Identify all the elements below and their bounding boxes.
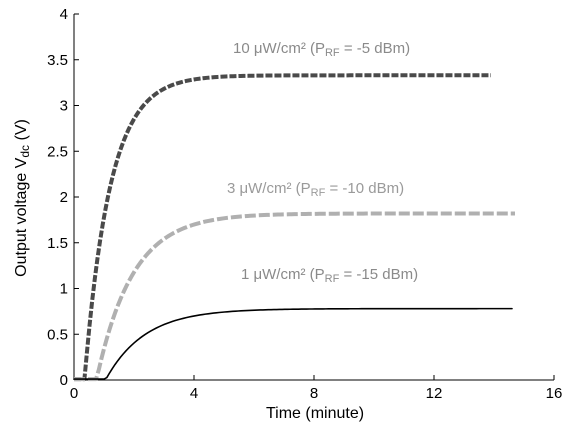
series-label-tail: = -5 dBm) bbox=[340, 40, 410, 57]
series-label-main: 3 μW/cm² (P bbox=[227, 180, 311, 197]
series-line-1 bbox=[74, 73, 491, 382]
x-tick-label: 16 bbox=[546, 385, 563, 402]
y-tick-label: 0.5 bbox=[47, 326, 68, 343]
y-tick-label: 3 bbox=[60, 98, 68, 115]
series-label-sub: RF bbox=[311, 187, 326, 199]
y-axis-label: Output voltage Vdc (V) bbox=[13, 119, 32, 277]
y-tick-label: 1.5 bbox=[47, 235, 68, 252]
y-tick-label: 0 bbox=[60, 372, 68, 389]
annotations: 10 μW/cm² (PRF = -5 dBm)3 μW/cm² (PRF = … bbox=[227, 40, 418, 285]
x-tick-label: 8 bbox=[310, 385, 318, 402]
series-label-sub: RF bbox=[325, 273, 340, 285]
x-tick-label: 4 bbox=[190, 385, 198, 402]
y-axis-label-sub: dc bbox=[18, 145, 32, 158]
y-tick-label: 3.5 bbox=[47, 52, 68, 69]
series-label-tail: = -10 dBm) bbox=[325, 180, 404, 197]
series-label-main: 1 μW/cm² (P bbox=[241, 266, 325, 283]
x-tick-label: 12 bbox=[426, 385, 443, 402]
y-axis-label-main: Output voltage V bbox=[13, 157, 30, 277]
y-axis-label-unit: (V) bbox=[13, 119, 30, 145]
series-label-2: 3 μW/cm² (PRF = -10 dBm) bbox=[227, 180, 404, 199]
series-label-1: 10 μW/cm² (PRF = -5 dBm) bbox=[233, 40, 410, 59]
series-layer bbox=[73, 73, 515, 382]
x-tick-label: 0 bbox=[70, 385, 78, 402]
series-line-3 bbox=[73, 307, 513, 380]
y-tick-label: 1 bbox=[60, 281, 68, 298]
series-label-3: 1 μW/cm² (PRF = -15 dBm) bbox=[241, 266, 418, 285]
series-label-sub: RF bbox=[325, 47, 340, 59]
series-label-tail: = -15 dBm) bbox=[339, 266, 418, 283]
series-line-2 bbox=[74, 211, 515, 382]
y-tick-label: 2 bbox=[60, 189, 68, 206]
x-axis-label: Time (minute) bbox=[266, 405, 364, 422]
axes: 0 0.5 1 1.5 2 2.5 3 3.5 4 0 4 8 12 16 bbox=[47, 6, 562, 402]
y-tick-label: 2.5 bbox=[47, 143, 68, 160]
series-label-main: 10 μW/cm² (P bbox=[233, 40, 325, 57]
y-tick-label: 4 bbox=[60, 6, 68, 23]
